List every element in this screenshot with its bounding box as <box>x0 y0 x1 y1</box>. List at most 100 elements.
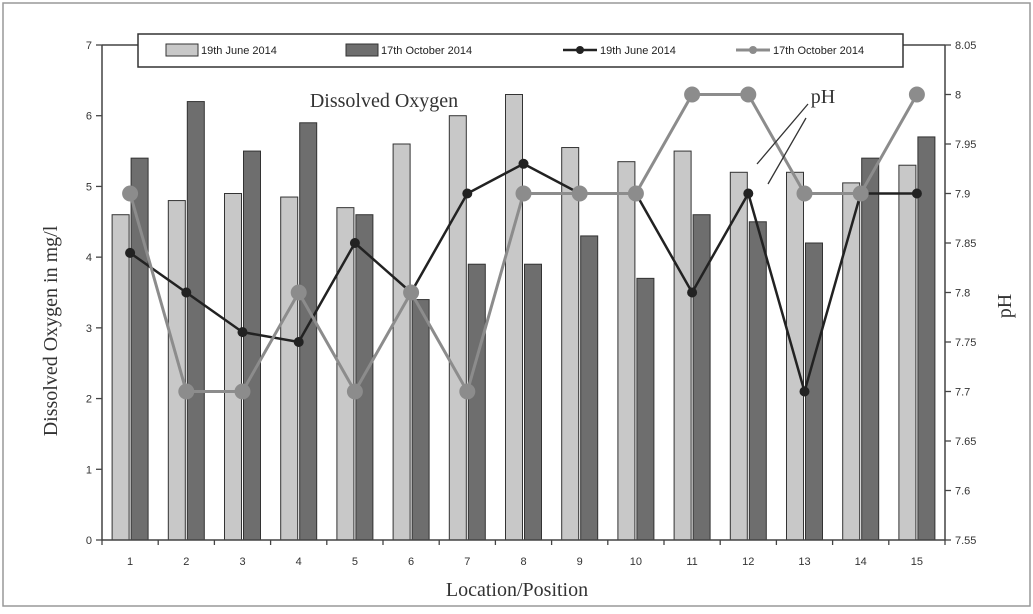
point-june-8 <box>518 158 529 169</box>
legend-box <box>137 33 904 68</box>
point-june-3 <box>237 327 248 338</box>
point-october-7 <box>459 383 476 400</box>
y-right-tick-label: 7.9 <box>955 189 970 201</box>
annotation-ph-pointer-right <box>767 117 807 185</box>
point-june-12 <box>743 188 754 199</box>
x-tick-label: 2 <box>183 556 189 568</box>
bar-october-3 <box>243 150 261 541</box>
point-october-8 <box>515 185 532 202</box>
y-right-tick-label: 7.95 <box>955 139 976 151</box>
point-june-1 <box>125 247 136 258</box>
y-axis-right-title: pH <box>994 294 1016 318</box>
bar-october-15 <box>917 136 936 541</box>
y-left-tick-label: 0 <box>86 535 92 547</box>
y-right-tick-label: 7.8 <box>955 288 970 300</box>
y-left-tick-label: 2 <box>86 394 92 406</box>
annotation-ph-pointer-left <box>756 103 809 165</box>
point-october-15 <box>908 86 925 103</box>
x-tick-label: 5 <box>352 556 358 568</box>
x-tick-label: 8 <box>520 556 526 568</box>
legend-label: 17th October 2014 <box>773 45 864 57</box>
x-tick-label: 7 <box>464 556 470 568</box>
x-tick-label: 4 <box>296 556 302 568</box>
x-tick-label: 11 <box>686 556 697 568</box>
point-june-2 <box>181 287 192 298</box>
bar-october-2 <box>186 101 205 541</box>
annotation-dissolved-oxygen: Dissolved Oxygen <box>310 90 458 112</box>
bar-june-3 <box>224 193 242 541</box>
point-october-4 <box>290 284 307 301</box>
bar-october-9 <box>580 235 599 541</box>
legend-swatch-bar <box>345 43 379 57</box>
x-tick-label: 15 <box>911 556 923 568</box>
x-tick-label: 6 <box>408 556 414 568</box>
point-october-12 <box>740 86 757 103</box>
x-tick-label: 1 <box>127 556 133 568</box>
x-tick-label: 13 <box>798 556 810 568</box>
bar-october-8 <box>524 263 542 541</box>
bar-october-10 <box>636 277 655 541</box>
bar-october-7 <box>467 263 486 541</box>
y-right-tick-label: 7.55 <box>955 535 976 547</box>
y-right-tick-label: 8 <box>955 90 961 102</box>
bar-june-7 <box>448 115 467 541</box>
bar-june-15 <box>898 164 917 541</box>
y-axis-left-title: Dissolved Oxygen in mg/l <box>40 225 62 436</box>
point-october-3 <box>234 383 251 400</box>
bar-june-2 <box>167 200 186 541</box>
point-october-1 <box>122 185 139 202</box>
y-left-tick-label: 7 <box>86 40 92 52</box>
x-tick-label: 14 <box>855 556 867 568</box>
point-october-11 <box>684 86 701 103</box>
y-left-tick-label: 3 <box>86 323 92 335</box>
bars-layer <box>111 94 936 541</box>
lines-layer <box>122 86 925 400</box>
point-june-13 <box>799 386 810 397</box>
y-left-tick-label: 1 <box>86 464 92 476</box>
y-right-tick-label: 7.6 <box>955 486 970 498</box>
point-june-5 <box>349 238 360 248</box>
x-tick-label: 12 <box>742 556 754 568</box>
y-right-tick-label: 7.65 <box>955 436 976 448</box>
bar-october-14 <box>861 157 880 541</box>
legend-swatch-marker <box>576 46 584 54</box>
bar-october-4 <box>299 122 318 541</box>
point-october-10 <box>627 185 644 202</box>
point-october-13 <box>796 185 813 202</box>
y-right-tick-label: 7.75 <box>955 337 976 349</box>
point-june-11 <box>687 287 698 298</box>
bar-june-10 <box>617 161 636 541</box>
bar-october-1 <box>130 157 149 541</box>
bar-october-12 <box>748 221 767 541</box>
x-tick-label: 3 <box>239 556 245 568</box>
y-left-tick-label: 4 <box>86 252 92 264</box>
bar-june-14 <box>842 182 861 541</box>
bar-october-6 <box>411 299 430 541</box>
y-right-tick-label: 7.85 <box>955 238 976 250</box>
legend-label: 19th June 2014 <box>201 45 277 57</box>
bar-june-4 <box>280 196 299 541</box>
annotation-ph: pH <box>811 86 835 108</box>
legend-swatch-marker <box>749 46 757 54</box>
axes-layer: 012345677.557.67.657.77.757.87.857.97.95… <box>86 40 977 568</box>
point-june-15 <box>911 188 922 199</box>
bar-june-12 <box>729 171 748 541</box>
x-tick-label: 10 <box>630 556 642 568</box>
x-axis-title: Location/Position <box>446 579 588 601</box>
point-october-6 <box>403 284 420 301</box>
point-october-9 <box>571 185 588 202</box>
point-june-7 <box>462 188 473 199</box>
x-tick-label: 9 <box>577 556 583 568</box>
y-left-tick-label: 5 <box>86 181 92 193</box>
y-right-tick-label: 7.7 <box>955 387 970 399</box>
bar-june-6 <box>392 143 411 541</box>
legend: 19th June 2014 17th October 2014 19th June… <box>165 43 864 57</box>
legend-swatch-bar <box>165 43 199 57</box>
bar-june-11 <box>673 150 692 541</box>
legend-label: 19th June 2014 <box>600 45 676 57</box>
y-left-tick-label: 6 <box>86 111 92 123</box>
bar-june-1 <box>111 214 130 541</box>
point-october-5 <box>346 383 363 400</box>
legend-label: 17th October 2014 <box>381 45 472 57</box>
